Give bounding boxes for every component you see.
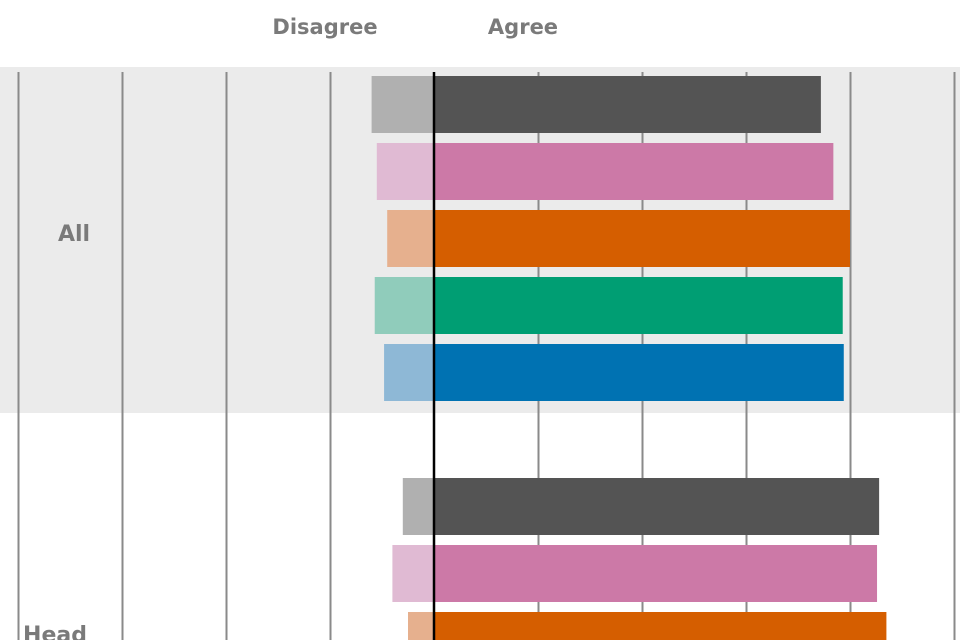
bar-agree [434, 277, 843, 334]
bar-disagree [374, 277, 434, 334]
bar-disagree [387, 210, 434, 267]
group-label: Head [23, 623, 87, 640]
bar-disagree [371, 76, 434, 133]
bar-disagree [376, 143, 434, 200]
bar-agree [434, 344, 844, 401]
disagree-header: Disagree [272, 15, 377, 39]
bar-disagree [408, 612, 434, 640]
bars [371, 76, 887, 640]
bar-disagree [402, 478, 434, 535]
bar-disagree [392, 545, 434, 602]
bar-disagree [384, 344, 434, 401]
bar-agree [434, 210, 850, 267]
bar-agree [434, 612, 887, 640]
bar-agree [434, 545, 878, 602]
bar-agree [434, 478, 880, 535]
bar-agree [434, 143, 834, 200]
group-labels: All Head [23, 222, 90, 640]
bar-agree [434, 76, 821, 133]
agree-header: Agree [488, 15, 558, 39]
group-label: All [58, 222, 90, 247]
